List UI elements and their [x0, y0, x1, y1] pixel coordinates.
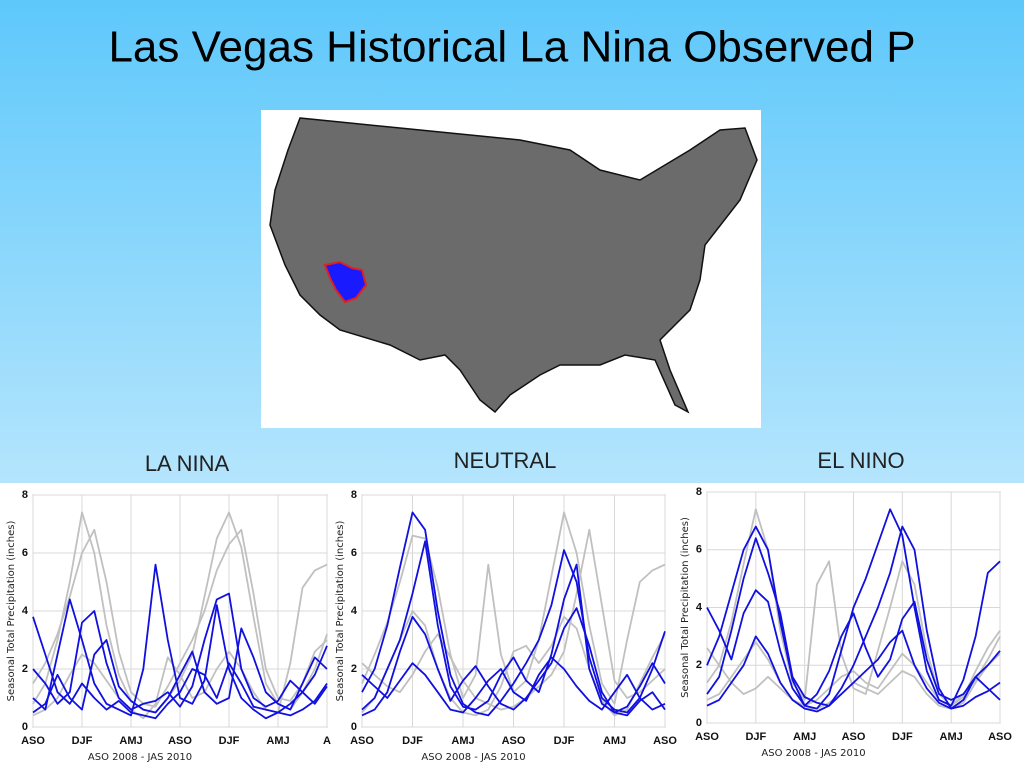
series-line [361, 528, 666, 711]
x-tick-label: DJF [554, 735, 575, 747]
series-line [32, 563, 328, 720]
y-tick-label: 0 [22, 721, 28, 733]
y-axis-label: Seasonal Total Precipitation (inches) [6, 521, 17, 702]
x-tick-label: DJF [745, 731, 766, 743]
series-line [361, 511, 666, 717]
y-tick-label: 4 [22, 605, 29, 617]
series-line [706, 589, 1001, 707]
y-tick-label: 2 [696, 659, 702, 671]
x-tick-label: ASO [21, 735, 45, 747]
y-axis-label: Seasonal Total Precipitation (inches) [335, 521, 346, 702]
x-axis-label: ASO 2008 - JAS 2010 [421, 752, 525, 763]
series-line [361, 610, 666, 717]
series-line [32, 627, 328, 714]
series-line [32, 528, 328, 708]
y-tick-label: 2 [22, 663, 28, 675]
x-tick-label: ASO [350, 735, 374, 747]
chart: LA NINA 0 2 4 6 8 ASO DJF AMJ ASO DJF AMJ A ASO 2008 … [6, 451, 331, 763]
x-tick-label: AMJ [451, 735, 474, 747]
series-line [32, 592, 328, 711]
x-tick-label: AMJ [266, 735, 289, 747]
x-tick-label: DJF [219, 735, 240, 747]
slide-title: Las Vegas Historical La Nina Observed P [108, 23, 915, 72]
x-tick-label: DJF [402, 735, 423, 747]
x-axis-label: ASO 2008 - JAS 2010 [761, 748, 865, 759]
us-map [269, 117, 758, 414]
x-tick-label: ASO [842, 731, 866, 743]
y-tick-label: 6 [351, 547, 357, 559]
y-tick-label: 0 [696, 717, 702, 729]
x-tick-label: DJF [72, 735, 93, 747]
chart-title: EL NINO [817, 448, 904, 473]
x-tick-label: AMJ [793, 731, 816, 743]
x-tick-label: ASO [168, 735, 192, 747]
x-tick-label: DJF [892, 731, 913, 743]
y-tick-label: 8 [351, 489, 357, 501]
chart-title: NEUTRAL [454, 448, 557, 473]
y-tick-label: 0 [351, 721, 357, 733]
charts: LA NINA 0 2 4 6 8 ASO DJF AMJ ASO DJF AMJ A ASO 2008 … [6, 448, 1012, 763]
y-tick-label: 4 [351, 605, 358, 617]
x-axis-label: ASO 2008 - JAS 2010 [88, 752, 192, 763]
chart: NEUTRAL 0 2 4 6 8 ASO DJF AMJ ASO DJF AMJ ASO ASO 200… [335, 448, 677, 763]
y-tick-label: 6 [22, 547, 28, 559]
series-line [361, 656, 666, 714]
y-tick-label: 8 [22, 489, 28, 501]
chart-title: LA NINA [145, 451, 230, 476]
map [261, 110, 761, 428]
x-tick-label: AMJ [603, 735, 626, 747]
y-tick-label: 4 [696, 601, 703, 613]
x-tick-label: AMJ [119, 735, 142, 747]
y-axis-label: Seasonal Total Precipitation (inches) [680, 517, 691, 698]
series-line [706, 508, 1001, 710]
x-tick-label: A [323, 735, 331, 747]
y-tick-label: 8 [696, 486, 702, 498]
x-tick-label: ASO [502, 735, 526, 747]
x-tick-label: ASO [695, 731, 719, 743]
series-line [706, 629, 1001, 713]
series-line [361, 607, 666, 717]
x-tick-label: AMJ [940, 731, 963, 743]
y-tick-label: 6 [696, 544, 702, 556]
y-tick-label: 2 [351, 663, 357, 675]
las-vegas-region [323, 260, 368, 304]
x-tick-label: ASO [653, 735, 677, 747]
x-tick-label: ASO [988, 731, 1012, 743]
chart: EL NINO 0 2 4 6 8 ASO DJF AMJ ASO DJF AMJ ASO ASO 200… [680, 448, 1012, 759]
